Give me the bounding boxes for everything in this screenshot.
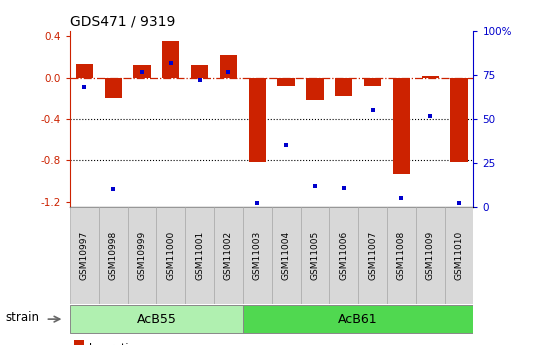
Point — [224, 69, 233, 74]
Bar — [220, 55, 237, 78]
Text: GSM11007: GSM11007 — [368, 231, 377, 280]
Bar — [422, 76, 439, 78]
Bar — [335, 78, 352, 96]
Bar — [191, 65, 208, 78]
FancyBboxPatch shape — [301, 207, 329, 304]
Point — [310, 183, 319, 189]
Text: strain: strain — [5, 311, 40, 324]
Bar — [278, 78, 295, 86]
Bar — [76, 64, 93, 78]
Bar — [450, 78, 468, 162]
Point — [109, 187, 117, 192]
FancyBboxPatch shape — [329, 207, 358, 304]
Point — [426, 113, 435, 118]
Point — [167, 60, 175, 66]
Bar — [306, 78, 323, 100]
Text: AcB55: AcB55 — [137, 313, 176, 326]
Text: GSM11000: GSM11000 — [166, 231, 175, 280]
Text: GSM10999: GSM10999 — [138, 231, 146, 280]
FancyBboxPatch shape — [387, 207, 416, 304]
Text: GSM10997: GSM10997 — [80, 231, 89, 280]
Point — [138, 69, 146, 74]
Text: GSM11008: GSM11008 — [397, 231, 406, 280]
Text: GSM11006: GSM11006 — [339, 231, 348, 280]
Point — [455, 201, 463, 206]
Text: GSM10998: GSM10998 — [109, 231, 118, 280]
FancyBboxPatch shape — [99, 207, 128, 304]
Text: GSM11010: GSM11010 — [455, 231, 464, 280]
Text: GSM11004: GSM11004 — [281, 231, 291, 280]
FancyBboxPatch shape — [185, 207, 214, 304]
Text: GSM11001: GSM11001 — [195, 231, 204, 280]
FancyBboxPatch shape — [444, 207, 473, 304]
Bar — [393, 78, 410, 174]
Bar — [133, 65, 151, 78]
FancyBboxPatch shape — [416, 207, 444, 304]
Point — [339, 185, 348, 190]
Point — [368, 108, 377, 113]
Point — [195, 78, 204, 83]
Point — [282, 143, 291, 148]
Bar — [364, 78, 381, 86]
FancyBboxPatch shape — [128, 207, 157, 304]
FancyBboxPatch shape — [214, 207, 243, 304]
Bar — [104, 78, 122, 98]
Text: GSM11005: GSM11005 — [310, 231, 320, 280]
Text: GDS471 / 9319: GDS471 / 9319 — [70, 14, 175, 29]
Bar — [74, 340, 84, 345]
Text: GSM11002: GSM11002 — [224, 231, 233, 280]
FancyBboxPatch shape — [272, 207, 301, 304]
FancyBboxPatch shape — [70, 305, 243, 333]
Text: GSM11003: GSM11003 — [253, 231, 262, 280]
Bar — [249, 78, 266, 162]
FancyBboxPatch shape — [70, 207, 99, 304]
Bar — [162, 41, 180, 78]
FancyBboxPatch shape — [157, 207, 185, 304]
Point — [397, 195, 406, 201]
FancyBboxPatch shape — [243, 305, 473, 333]
Point — [253, 201, 261, 206]
Point — [80, 85, 89, 90]
FancyBboxPatch shape — [243, 207, 272, 304]
Text: AcB61: AcB61 — [338, 313, 378, 326]
Text: log ratio: log ratio — [89, 343, 136, 345]
Text: GSM11009: GSM11009 — [426, 231, 435, 280]
FancyBboxPatch shape — [358, 207, 387, 304]
